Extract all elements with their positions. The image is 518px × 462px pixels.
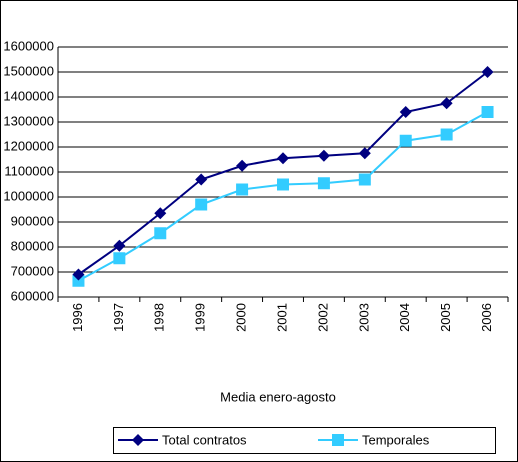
- x-tick-label: 1999: [193, 303, 208, 332]
- data-point: [236, 183, 249, 196]
- x-tick-label: 2006: [479, 303, 494, 332]
- y-tick-label: 1500000: [3, 63, 54, 78]
- x-tick-label: 2003: [356, 303, 371, 332]
- legend-label: Total contratos: [162, 432, 247, 447]
- data-point: [277, 178, 289, 191]
- data-point: [72, 274, 85, 287]
- data-point: [154, 227, 167, 240]
- data-point: [399, 106, 412, 118]
- data-point: [440, 128, 453, 141]
- data-point: [481, 106, 494, 118]
- data-point: [72, 268, 85, 281]
- y-tick-label: 1200000: [3, 138, 54, 153]
- y-tick-label: 600000: [11, 288, 54, 303]
- data-point: [358, 147, 371, 160]
- x-tick-label: 1996: [70, 303, 85, 332]
- y-tick-label: 1100000: [4, 163, 54, 178]
- y-tick-label: 1400000: [3, 88, 54, 103]
- data-point: [154, 207, 167, 220]
- x-tick-label: 2004: [397, 303, 412, 332]
- data-point: [113, 239, 126, 252]
- legend-marker: [132, 434, 144, 446]
- y-tick-label: 900000: [11, 213, 54, 228]
- data-point: [195, 173, 208, 186]
- data-point: [481, 66, 494, 78]
- data-point: [358, 173, 371, 186]
- legend-box: [113, 427, 496, 454]
- x-tick-label: 2001: [274, 303, 289, 332]
- y-tick-label: 700000: [11, 263, 54, 278]
- x-tick-label: 1997: [111, 303, 126, 332]
- y-tick-label: 1600000: [3, 38, 54, 53]
- data-point: [440, 97, 453, 110]
- legend-label: Temporales: [362, 432, 430, 447]
- x-tick-label: 2002: [315, 303, 330, 332]
- data-point: [113, 252, 126, 265]
- y-tick-label: 1300000: [3, 113, 54, 128]
- data-point: [317, 149, 330, 162]
- y-tick-label: 800000: [11, 238, 54, 253]
- legend-marker: [332, 434, 344, 446]
- x-tick-label: 2000: [234, 303, 249, 332]
- y-tick-label: 1000000: [3, 188, 54, 203]
- x-tick-label: 1998: [152, 303, 167, 332]
- data-point: [317, 177, 330, 190]
- data-point: [195, 198, 208, 211]
- data-point: [399, 134, 412, 147]
- x-tick-label: 2005: [438, 303, 453, 332]
- data-point: [236, 159, 249, 172]
- x-axis-label: Media enero-agosto: [220, 389, 336, 404]
- data-point: [277, 152, 289, 165]
